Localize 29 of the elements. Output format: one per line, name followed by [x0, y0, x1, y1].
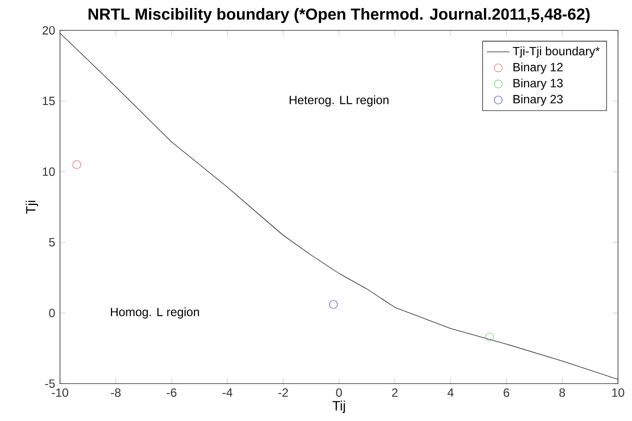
x-tick-label: -10 [52, 388, 68, 397]
y-tick-label: 5 [49, 238, 55, 247]
x-tick-label: 10 [612, 388, 624, 397]
y-tick-label: -5 [45, 379, 55, 388]
x-tick-label: 4 [448, 388, 454, 397]
x-axis-title: Tij [332, 400, 345, 414]
x-tick-label: 2 [392, 388, 398, 397]
x-tick-label: -6 [166, 388, 176, 397]
x-tick-label: 8 [559, 388, 566, 397]
x-tick-label: -2 [278, 388, 288, 397]
x-tick-label: 6 [504, 388, 510, 397]
y-tick-label: 15 [42, 96, 55, 106]
legend-label: Binary 13 [514, 78, 563, 90]
x-tick-label: -4 [222, 388, 232, 397]
chart-title: NRTL Miscibility boundary (*Open Thermod. Journal.2011,5,48-62) [88, 8, 590, 23]
annotation: Heterog. LL region [290, 95, 388, 107]
x-tick-label: -8 [111, 388, 121, 397]
x-tick-label: 0 [336, 388, 342, 397]
legend-label: Binary 12 [514, 62, 563, 74]
y-tick-label: 0 [49, 308, 55, 318]
point [485, 332, 494, 342]
annotation: Homog. L region [110, 307, 199, 319]
point [329, 300, 338, 309]
y-tick-label: 10 [42, 167, 55, 176]
legend-label: Tji-Tji boundary* [512, 46, 600, 58]
point [72, 160, 82, 169]
y-tick-label: 20 [42, 26, 55, 35]
y-axis-title: Tji [26, 200, 38, 214]
legend-label: Binary 23 [514, 94, 563, 106]
